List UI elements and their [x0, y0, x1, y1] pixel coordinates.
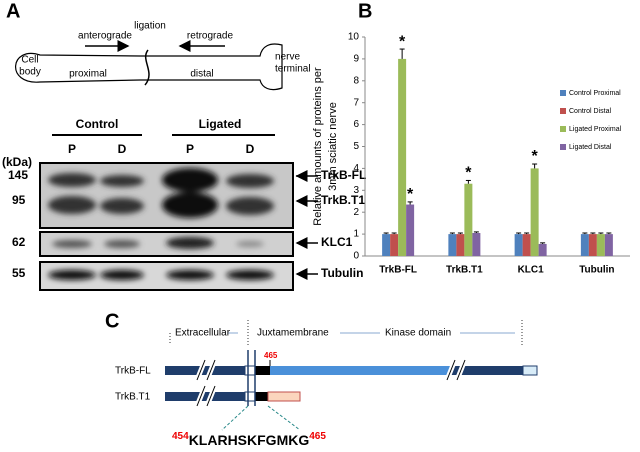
- isoform-label: TrkB.T1: [115, 392, 151, 403]
- y-tick-label: 7: [353, 97, 359, 108]
- band-label: TrkB-FL: [321, 168, 366, 182]
- bar: [390, 234, 399, 256]
- lane-label: P: [68, 142, 76, 156]
- legend-label: Ligated Proximal: [569, 126, 622, 133]
- x-tick-label: TrkB-FL: [379, 265, 417, 276]
- bar: [456, 234, 465, 256]
- y-tick-label: 0: [353, 251, 359, 262]
- sequence: 454KLARHSKFGMKG465: [172, 431, 326, 448]
- lane-label: D: [246, 142, 255, 156]
- bar: [538, 243, 547, 256]
- schematic-label: terminal: [275, 64, 311, 75]
- bar: [580, 234, 589, 256]
- y-tick-label: 3: [353, 185, 359, 196]
- y-tick-label: 8: [353, 75, 359, 86]
- y-axis-label: Relative amounts of proteins per: [312, 67, 324, 226]
- schematic-label: body: [19, 67, 41, 78]
- x-tick-label: Tubulin: [579, 265, 614, 276]
- bar: [398, 58, 407, 257]
- y-tick-label: 1: [353, 229, 359, 240]
- bar: [530, 168, 539, 256]
- kda-label: (kDa): [2, 155, 32, 169]
- lane-label: D: [118, 142, 127, 156]
- marker-label: 62: [12, 235, 26, 249]
- domain-label: Kinase domain: [385, 328, 451, 339]
- sequence-start: 454: [172, 431, 189, 442]
- isoform-label: TrkB-FL: [115, 366, 151, 377]
- legend-swatch: [560, 90, 566, 96]
- marker-label: 55: [12, 266, 26, 280]
- panel-label: C: [105, 310, 119, 332]
- schematic-label: distal: [190, 69, 213, 80]
- nerve-schematic: [15, 40, 283, 91]
- significance-mark: *: [407, 186, 414, 203]
- significance-mark: *: [532, 148, 539, 165]
- schematic-label: nerve: [275, 52, 300, 63]
- legend-label: Ligated Distal: [569, 144, 612, 151]
- legend-label: Control Distal: [569, 108, 611, 115]
- bar: [588, 234, 597, 256]
- bar: [596, 234, 605, 256]
- significance-mark: *: [399, 33, 406, 50]
- significance-mark: *: [465, 165, 472, 182]
- y-tick-label: 10: [348, 32, 360, 43]
- y-tick-label: 5: [353, 141, 359, 152]
- bar: [522, 234, 531, 256]
- bar: [514, 234, 523, 256]
- schematic-label: anterograde: [78, 31, 132, 42]
- site-label: 465: [264, 351, 278, 360]
- y-tick-label: 9: [353, 54, 359, 65]
- isoform-diagram: [165, 350, 538, 431]
- marker-label: 145: [8, 168, 28, 182]
- bar: [448, 234, 457, 256]
- bar: [472, 233, 481, 256]
- x-tick-label: KLC1: [518, 265, 545, 276]
- schematic-label: Cell: [21, 55, 38, 66]
- legend-label: Control Proximal: [569, 90, 621, 97]
- x-tick-label: TrkB.T1: [446, 265, 483, 276]
- legend-swatch: [560, 126, 566, 132]
- legend-swatch: [560, 108, 566, 114]
- bar: [604, 234, 613, 256]
- schematic-label: retrograde: [187, 31, 234, 42]
- domain-guides: [169, 320, 523, 345]
- sequence-residues: KLARHSKFGMKG: [189, 432, 310, 448]
- y-axis-label: 3mm sciatic nerve: [327, 102, 339, 191]
- domain-label: Juxtamembrane: [257, 328, 329, 339]
- group-label: Control: [76, 117, 119, 131]
- schematic-label: proximal: [69, 69, 107, 80]
- bar: [406, 204, 415, 256]
- y-tick-label: 4: [353, 163, 359, 174]
- panel-label: A: [6, 0, 20, 22]
- lane-label: P: [186, 142, 194, 156]
- marker-label: 95: [12, 193, 26, 207]
- legend-swatch: [560, 144, 566, 150]
- group-label: Ligated: [199, 117, 242, 131]
- y-tick-label: 2: [353, 207, 359, 218]
- bar: [464, 183, 473, 256]
- panel-label: B: [358, 0, 372, 22]
- band-label: TrkB.T1: [321, 193, 365, 207]
- bar: [382, 234, 391, 256]
- band-label: KLC1: [321, 235, 353, 249]
- schematic-label: ligation: [134, 21, 166, 32]
- blot: [39, 162, 306, 291]
- sequence-end: 465: [309, 431, 326, 442]
- y-tick-label: 6: [353, 119, 359, 130]
- domain-label: Extracellular: [175, 328, 231, 339]
- band-label: Tubulin: [321, 266, 363, 280]
